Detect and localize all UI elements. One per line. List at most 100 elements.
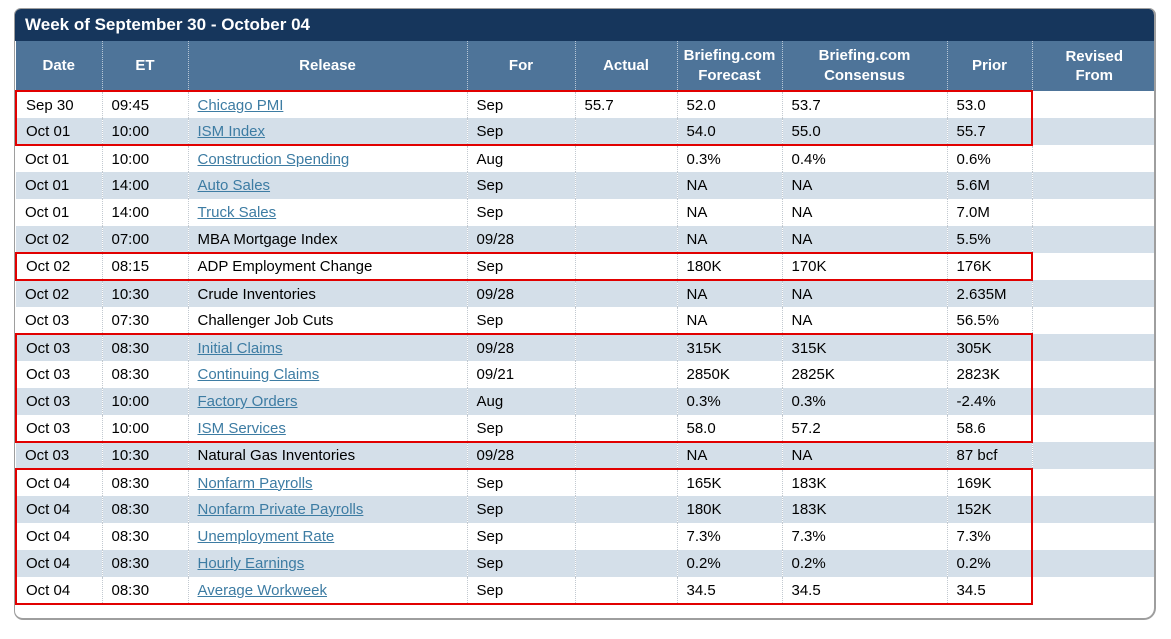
cell-release: Crude Inventories xyxy=(188,280,468,307)
cell-prior: 7.0M xyxy=(947,199,1033,226)
release-link[interactable]: Factory Orders xyxy=(197,393,298,410)
cell-et: 08:30 xyxy=(102,361,189,388)
cell-forecast: NA xyxy=(677,172,783,199)
cell-for: Sep xyxy=(467,496,576,523)
cell-consensus: NA xyxy=(782,307,948,334)
cell-forecast: NA xyxy=(677,307,783,334)
release-label: Crude Inventories xyxy=(197,285,316,303)
cell-prior: 58.6 xyxy=(947,415,1033,443)
cell-for: Aug xyxy=(467,388,576,415)
cell-consensus: 57.2 xyxy=(782,415,948,443)
cell-consensus: 2825K xyxy=(782,361,948,388)
cell-consensus: NA xyxy=(782,226,948,253)
cell-actual xyxy=(575,118,678,146)
cell-forecast: 34.5 xyxy=(677,577,783,605)
release-link[interactable]: Nonfarm Private Payrolls xyxy=(197,501,364,518)
cell-forecast: 180K xyxy=(677,252,783,281)
cell-release: Chicago PMI xyxy=(188,90,468,118)
cell-consensus: 0.3% xyxy=(782,388,948,415)
release-link[interactable]: Truck Sales xyxy=(197,204,277,221)
release-link[interactable]: Auto Sales xyxy=(197,177,271,194)
release-link[interactable]: ISM Index xyxy=(197,122,266,140)
col-header-release: Release xyxy=(188,41,468,91)
release-link[interactable]: Construction Spending xyxy=(197,150,350,168)
table-row: Oct 03 08:30 Continuing Claims 09/21 2850K 28… xyxy=(15,361,1154,388)
cell-revised xyxy=(1032,550,1154,577)
cell-actual xyxy=(575,468,678,496)
cell-actual xyxy=(575,550,678,577)
cell-et: 10:30 xyxy=(102,280,189,307)
table-row: Oct 02 08:15 ADP Employment Change Sep 180K 1… xyxy=(15,252,1154,281)
cell-consensus: 183K xyxy=(782,468,948,496)
table-row: Sep 30 09:45 Chicago PMI Sep 55.7 52.0 53.7 53.… xyxy=(15,90,1154,118)
cell-revised xyxy=(1032,523,1154,550)
cell-for: Sep xyxy=(467,468,576,496)
cell-release: Natural Gas Inventories xyxy=(188,442,468,469)
cell-forecast: 54.0 xyxy=(677,118,783,146)
cell-forecast: 165K xyxy=(677,468,783,496)
release-link[interactable]: Continuing Claims xyxy=(197,366,320,383)
cell-actual xyxy=(575,361,678,388)
release-label: MBA Mortgage Index xyxy=(197,230,338,248)
cell-actual xyxy=(575,388,678,415)
release-link[interactable]: ISM Services xyxy=(197,419,286,437)
release-link[interactable]: Hourly Earnings xyxy=(197,555,305,572)
cell-date: Oct 03 xyxy=(15,415,103,443)
col-header-actual: Actual xyxy=(575,41,678,91)
cell-date: Oct 03 xyxy=(16,442,103,469)
cell-prior: 56.5% xyxy=(947,307,1033,334)
cell-release: Nonfarm Payrolls xyxy=(188,468,468,496)
cell-revised xyxy=(1032,577,1154,604)
cell-release: ISM Index xyxy=(188,118,468,146)
cell-et: 08:30 xyxy=(102,333,189,361)
table-row: Oct 02 10:30 Crude Inventories 09/28 NA NA 2.6… xyxy=(16,280,1154,307)
cell-release: ADP Employment Change xyxy=(188,252,468,281)
cell-release: Unemployment Rate xyxy=(188,523,468,550)
cell-for: Sep xyxy=(467,252,576,281)
table-row: Oct 04 08:30 Unemployment Rate Sep 7.3% 7.3% 7… xyxy=(15,523,1154,550)
cell-consensus: 0.2% xyxy=(782,550,948,577)
cell-for: Sep xyxy=(467,577,576,605)
release-link[interactable]: Chicago PMI xyxy=(197,96,284,114)
table-row: Oct 01 10:00 ISM Index Sep 54.0 55.0 55.7 xyxy=(15,118,1154,146)
release-label: Natural Gas Inventories xyxy=(197,447,356,464)
economic-calendar: Week of September 30 - October 04 Date ET… xyxy=(14,8,1156,620)
release-link[interactable]: Initial Claims xyxy=(197,339,283,357)
release-link[interactable]: Nonfarm Payrolls xyxy=(197,474,313,492)
table-row: Oct 04 08:30 Nonfarm Payrolls Sep 165K 183K 16… xyxy=(15,468,1154,496)
cell-et: 08:30 xyxy=(102,577,189,605)
cell-revised xyxy=(1032,280,1154,307)
cell-date: Oct 04 xyxy=(15,496,103,523)
cell-et: 10:00 xyxy=(102,388,189,415)
release-link[interactable]: Average Workweek xyxy=(197,581,328,599)
calendar-table: Date ET Release For Actual Briefing.com Forec… xyxy=(15,41,1154,605)
cell-release: Factory Orders xyxy=(188,388,468,415)
cell-date: Oct 01 xyxy=(15,118,103,146)
cell-prior: 2823K xyxy=(947,361,1033,388)
cell-et: 09:45 xyxy=(102,90,189,118)
cell-consensus: 55.0 xyxy=(782,118,948,146)
cell-prior: 0.2% xyxy=(947,550,1033,577)
cell-et: 10:00 xyxy=(102,118,189,146)
cell-release: Continuing Claims xyxy=(188,361,468,388)
table-row: Oct 04 08:30 Hourly Earnings Sep 0.2% 0.2% 0.2… xyxy=(15,550,1154,577)
cell-revised xyxy=(1032,253,1154,280)
cell-prior: 34.5 xyxy=(947,577,1033,605)
cell-actual xyxy=(575,577,678,605)
cell-revised xyxy=(1032,388,1154,415)
release-link[interactable]: Unemployment Rate xyxy=(197,528,335,545)
cell-revised xyxy=(1032,145,1154,172)
cell-actual xyxy=(575,523,678,550)
cell-consensus: NA xyxy=(782,199,948,226)
cell-consensus: 315K xyxy=(782,333,948,361)
cell-for: Sep xyxy=(467,307,576,334)
cell-release: Nonfarm Private Payrolls xyxy=(188,496,468,523)
cell-date: Oct 04 xyxy=(15,577,103,605)
cell-revised xyxy=(1032,496,1154,523)
cell-prior: 169K xyxy=(947,468,1033,496)
cell-prior: 55.7 xyxy=(947,118,1033,146)
cell-release: ISM Services xyxy=(188,415,468,443)
cell-release: Truck Sales xyxy=(188,199,468,226)
cell-forecast: 2850K xyxy=(677,361,783,388)
cell-consensus: 53.7 xyxy=(782,90,948,118)
